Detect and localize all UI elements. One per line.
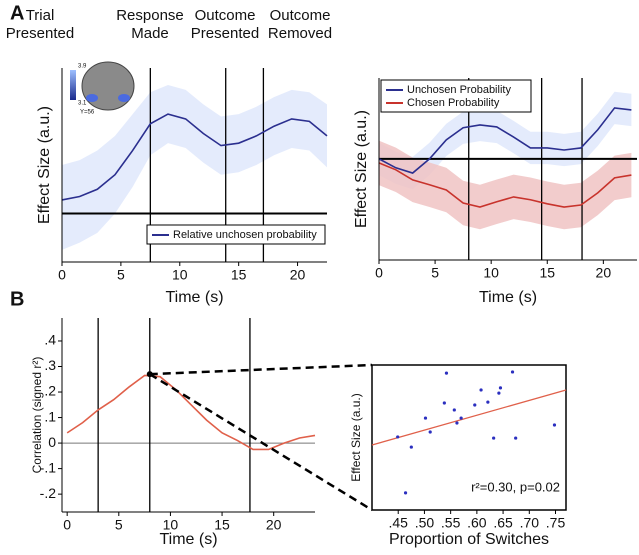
point bbox=[479, 388, 482, 391]
brain-inset: 3.9 3.1 Y=56 bbox=[70, 62, 134, 116]
panel-label: A bbox=[10, 2, 24, 24]
brain bbox=[82, 62, 134, 110]
x-tick-label: 10 bbox=[483, 265, 499, 281]
x-axis-label: Proportion of Switches bbox=[389, 531, 549, 548]
point bbox=[443, 401, 446, 404]
x-tick-label: .45 bbox=[388, 515, 408, 531]
point bbox=[404, 491, 407, 494]
x-tick-label: 0 bbox=[58, 267, 66, 283]
x-tick-label: 20 bbox=[266, 517, 282, 533]
y-axis-label: Correlation (signed r²) bbox=[30, 357, 44, 474]
y-tick-label: 0 bbox=[48, 434, 56, 450]
y-tick-label: -.2 bbox=[40, 485, 57, 501]
annotation: r²=0.30, p=0.02 bbox=[471, 479, 560, 494]
x-axis-label: Time (s) bbox=[159, 531, 217, 548]
panel-label: B bbox=[10, 288, 24, 310]
x-tick-label: 10 bbox=[172, 267, 188, 283]
x-tick-label: .75 bbox=[546, 515, 566, 531]
point bbox=[553, 423, 556, 426]
zoom-line bbox=[150, 365, 372, 374]
x-tick-label: .65 bbox=[493, 515, 513, 531]
event-label: Presented bbox=[191, 25, 259, 42]
x-tick-label: .50 bbox=[415, 515, 435, 531]
point bbox=[455, 421, 458, 424]
point bbox=[460, 416, 463, 419]
colorbar bbox=[70, 70, 76, 100]
y-tick-label: .4 bbox=[44, 332, 56, 348]
event-label: Made bbox=[131, 25, 169, 42]
event-label: Response bbox=[116, 7, 184, 24]
x-tick-label: 20 bbox=[596, 265, 612, 281]
y-axis-label: Effect Size (a.u.) bbox=[349, 393, 363, 481]
page: {"panel_labels": ["A", "B"], "events": [… bbox=[0, 0, 639, 555]
x-tick-label: 5 bbox=[117, 267, 125, 283]
colorbar-label: 3.9 bbox=[78, 64, 87, 70]
point bbox=[499, 386, 502, 389]
point bbox=[492, 436, 495, 439]
x-tick-label: .70 bbox=[520, 515, 540, 531]
point bbox=[473, 403, 476, 406]
legend-label: Relative unchosen probability bbox=[173, 229, 317, 241]
point bbox=[410, 445, 413, 448]
event-label: Outcome bbox=[195, 7, 256, 24]
x-tick-label: 15 bbox=[231, 267, 247, 283]
slice-label: Y=56 bbox=[80, 110, 95, 116]
legend-label: Chosen Probability bbox=[407, 97, 500, 109]
point bbox=[453, 408, 456, 411]
x-tick-label: 20 bbox=[290, 267, 306, 283]
y-tick-label: .3 bbox=[44, 357, 56, 373]
y-tick-label: .1 bbox=[44, 408, 56, 424]
point bbox=[445, 372, 448, 375]
point bbox=[486, 401, 489, 404]
event-label: Trial bbox=[26, 7, 55, 24]
x-tick-label: .55 bbox=[441, 515, 461, 531]
x-tick-label: 0 bbox=[375, 265, 383, 281]
event-label: Presented bbox=[6, 25, 74, 42]
legend-label: Unchosen Probability bbox=[407, 84, 511, 96]
point bbox=[396, 435, 399, 438]
y-tick-label: .2 bbox=[44, 383, 56, 399]
y-axis-label: Effect Size (a.u.) bbox=[36, 106, 53, 224]
point bbox=[514, 436, 517, 439]
x-axis-label: Time (s) bbox=[165, 289, 223, 306]
event-label: Outcome bbox=[270, 7, 331, 24]
colorbar-label: 3.1 bbox=[78, 101, 87, 107]
activation bbox=[86, 94, 98, 102]
x-tick-label: 5 bbox=[431, 265, 439, 281]
point bbox=[497, 392, 500, 395]
x-axis-label: Time (s) bbox=[479, 289, 537, 306]
y-axis-label: Effect Size (a.u.) bbox=[353, 110, 370, 228]
x-tick-label: 15 bbox=[539, 265, 555, 281]
point bbox=[511, 370, 514, 373]
activation bbox=[118, 94, 130, 102]
data-line bbox=[67, 375, 315, 449]
figure: A B 3.9 3.1 Y=56 TrialPresentedResponseM… bbox=[0, 0, 639, 555]
event-label: Removed bbox=[268, 25, 332, 42]
x-tick-label: .60 bbox=[467, 515, 487, 531]
x-tick-label: 5 bbox=[115, 517, 123, 533]
point bbox=[429, 430, 432, 433]
point bbox=[424, 416, 427, 419]
zoom-line bbox=[150, 374, 372, 510]
x-tick-label: 0 bbox=[63, 517, 71, 533]
